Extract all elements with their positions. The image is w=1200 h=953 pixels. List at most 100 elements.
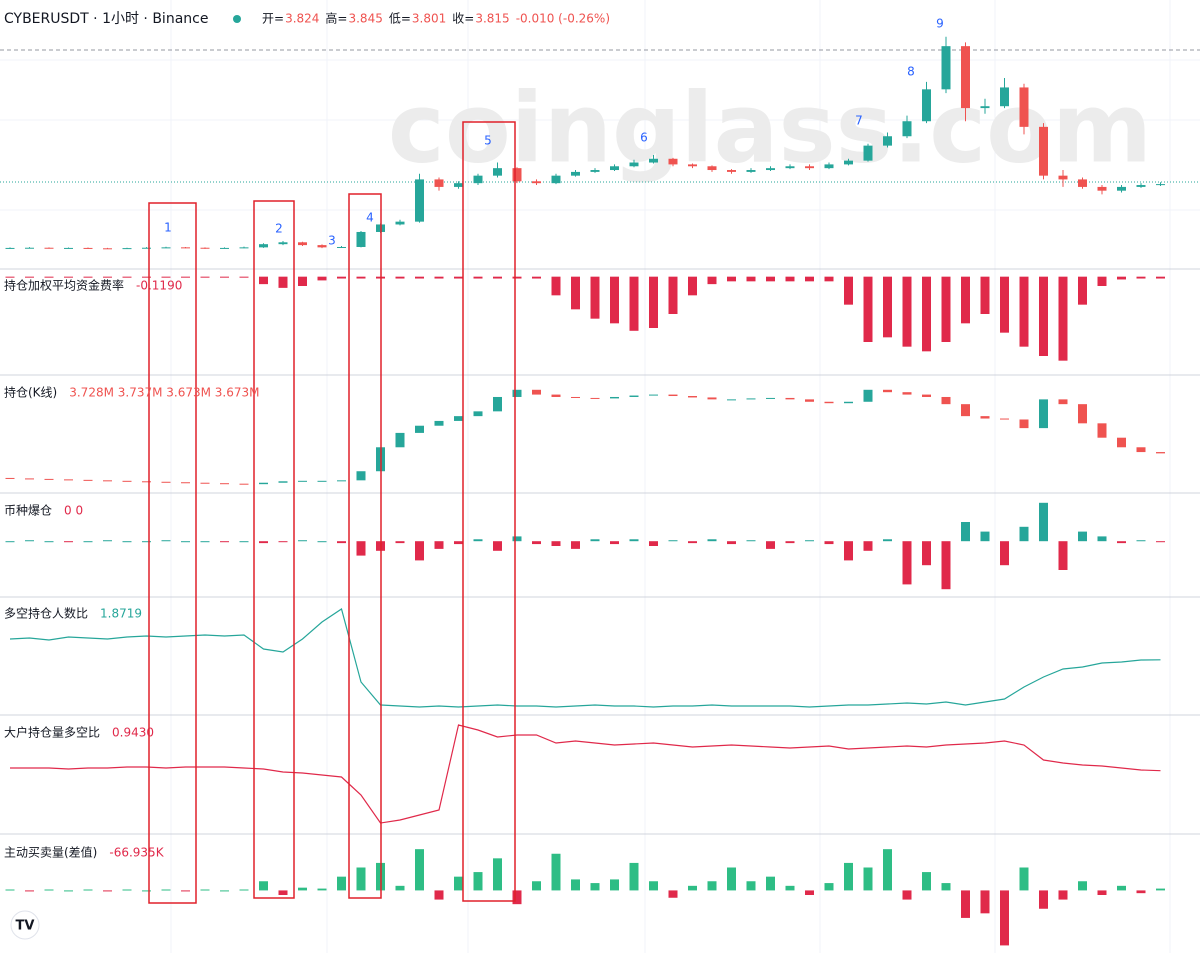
- bar: [629, 862, 639, 891]
- bar: [259, 276, 268, 285]
- bar: [103, 890, 112, 892]
- bar: [1136, 890, 1146, 894]
- bar: [590, 539, 600, 542]
- bar: [1117, 541, 1126, 544]
- bar: [1039, 276, 1048, 356]
- legend-label: 收=: [452, 12, 474, 26]
- bar: [337, 276, 346, 279]
- bar: [181, 541, 190, 543]
- bar: [1117, 276, 1126, 280]
- candle-body: [688, 164, 697, 167]
- bar: [922, 541, 931, 566]
- candle-body: [122, 480, 132, 482]
- candle-body: [863, 389, 873, 402]
- bar: [278, 276, 288, 288]
- candle-body: [25, 478, 34, 480]
- candle-body: [649, 158, 658, 163]
- candle-body: [83, 247, 93, 249]
- bar: [512, 536, 522, 542]
- bar: [298, 276, 307, 286]
- highlight-box: [462, 121, 516, 902]
- bar: [844, 541, 853, 561]
- candle-body: [1058, 399, 1068, 405]
- symbol-title: CYBERUSDT · 1小时 · Binance: [4, 11, 208, 27]
- pane-value: -66.935K: [109, 846, 164, 860]
- candle-body: [512, 389, 522, 397]
- candle-body: [1078, 404, 1087, 424]
- legend-value: 3.801: [412, 12, 446, 26]
- bar: [922, 276, 931, 352]
- bar: [161, 889, 171, 891]
- wave-label: 9: [936, 17, 944, 31]
- candle-body: [278, 481, 288, 483]
- candle-body: [200, 247, 210, 249]
- candle-body: [922, 394, 931, 397]
- bar: [493, 276, 502, 279]
- bar: [142, 541, 151, 543]
- candle-body: [259, 482, 268, 485]
- candle-body: [785, 397, 795, 400]
- bar: [64, 276, 73, 278]
- bar: [44, 889, 54, 891]
- bar: [571, 276, 580, 310]
- candle-body: [863, 145, 873, 161]
- candle-body: [1078, 179, 1087, 187]
- candle-body: [259, 244, 268, 248]
- bar: [454, 276, 463, 279]
- bar: [727, 867, 736, 891]
- bar: [1097, 536, 1107, 542]
- candle-body: [532, 181, 541, 184]
- candle-body: [434, 420, 444, 426]
- bar: [83, 889, 93, 891]
- bar: [629, 539, 639, 542]
- bar: [278, 890, 288, 895]
- bar: [5, 541, 15, 543]
- bar: [493, 541, 502, 551]
- candle-body: [161, 481, 171, 483]
- candle-body: [356, 471, 366, 481]
- candle-body: [590, 170, 600, 172]
- bar: [610, 879, 619, 891]
- bar: [1156, 276, 1165, 279]
- bar: [317, 888, 327, 891]
- bar: [259, 541, 268, 544]
- bar: [629, 276, 639, 331]
- wave-label: 5: [484, 134, 492, 148]
- candle-body: [142, 481, 151, 483]
- bar: [103, 540, 112, 542]
- candle-body: [883, 389, 892, 393]
- candle-body: [239, 247, 249, 249]
- candle-body: [1039, 399, 1048, 429]
- legend-label: 高=: [325, 11, 347, 26]
- candle-body: [44, 478, 54, 480]
- bar: [356, 541, 366, 556]
- bar: [337, 541, 346, 544]
- candle-body: [1136, 447, 1146, 453]
- bar: [1136, 276, 1146, 279]
- legend-value: 3.824: [285, 12, 319, 26]
- bar: [434, 276, 444, 279]
- candle-body: [473, 411, 483, 417]
- bar: [181, 890, 190, 892]
- candle-body: [1019, 87, 1029, 127]
- bar: [122, 889, 132, 891]
- bar: [902, 276, 912, 347]
- wave-label: 7: [855, 114, 863, 128]
- candle-body: [571, 171, 580, 176]
- bar: [415, 849, 424, 891]
- bar: [785, 541, 795, 544]
- wave-label: 2: [275, 222, 283, 236]
- candle-body: [434, 179, 444, 187]
- pane-value: 3.728M 3.737M 3.673M 3.673M: [69, 386, 259, 400]
- highlight-box: [253, 200, 295, 899]
- bar: [668, 540, 678, 542]
- wave-label: 1: [164, 221, 172, 235]
- candle-body: [181, 247, 190, 249]
- bar: [64, 890, 73, 892]
- line: [9, 608, 1161, 708]
- legend-value: 3.845: [348, 12, 382, 26]
- candle-body: [961, 46, 970, 109]
- bar: [434, 890, 444, 900]
